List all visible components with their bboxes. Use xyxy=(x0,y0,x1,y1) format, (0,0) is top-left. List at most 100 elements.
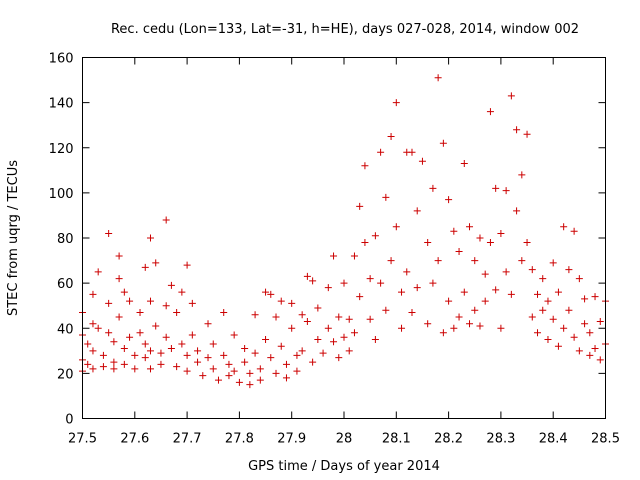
data-point xyxy=(246,381,254,389)
data-point xyxy=(424,320,432,328)
data-point xyxy=(371,232,379,240)
data-point xyxy=(361,239,369,247)
x-tick-label: 27.8 xyxy=(225,432,254,447)
data-point xyxy=(554,342,562,350)
data-point xyxy=(99,351,107,359)
data-point xyxy=(330,252,338,260)
x-tick-label: 27.6 xyxy=(120,432,149,447)
data-point xyxy=(518,171,526,179)
data-point xyxy=(220,351,228,359)
data-point xyxy=(136,329,144,337)
data-point xyxy=(303,272,311,280)
data-point xyxy=(366,315,374,323)
y-tick-label: 120 xyxy=(49,142,74,157)
data-point xyxy=(392,99,400,107)
data-point xyxy=(455,248,463,256)
data-point xyxy=(581,320,589,328)
data-point xyxy=(288,324,296,332)
data-point xyxy=(167,345,175,353)
data-point xyxy=(492,184,500,192)
data-point xyxy=(596,317,604,325)
data-point xyxy=(282,360,290,368)
data-point xyxy=(596,356,604,364)
data-point xyxy=(356,293,364,301)
data-point xyxy=(251,311,259,319)
data-point xyxy=(413,284,421,292)
data-point xyxy=(110,365,118,373)
data-point xyxy=(152,322,160,330)
data-point xyxy=(330,338,338,346)
data-point xyxy=(183,261,191,269)
data-point xyxy=(382,193,390,201)
data-point xyxy=(241,358,249,366)
data-point xyxy=(466,320,474,328)
data-point xyxy=(235,378,243,386)
data-point xyxy=(220,308,228,316)
data-point xyxy=(309,358,317,366)
data-point xyxy=(528,266,536,274)
data-point xyxy=(523,239,531,247)
data-point xyxy=(565,306,573,314)
data-point xyxy=(570,333,578,341)
data-point xyxy=(115,275,123,283)
data-point xyxy=(371,336,379,344)
data-point xyxy=(534,329,542,337)
data-point xyxy=(481,297,489,305)
data-point xyxy=(554,288,562,296)
data-point xyxy=(434,74,442,82)
data-point xyxy=(178,340,186,348)
data-point xyxy=(377,279,385,287)
data-point xyxy=(293,367,301,375)
data-point xyxy=(194,347,202,355)
data-point xyxy=(209,340,217,348)
data-point xyxy=(120,360,128,368)
data-point xyxy=(366,275,374,283)
x-tick-label: 28.1 xyxy=(382,432,411,447)
data-point xyxy=(110,338,118,346)
data-point xyxy=(126,297,134,305)
data-point xyxy=(173,363,181,371)
data-point xyxy=(513,207,521,215)
data-point xyxy=(492,286,500,294)
data-point xyxy=(350,329,358,337)
data-point xyxy=(439,329,447,337)
data-point xyxy=(293,351,301,359)
data-point xyxy=(539,275,547,283)
data-point xyxy=(141,340,149,348)
data-point xyxy=(314,336,322,344)
data-point xyxy=(445,297,453,305)
data-point xyxy=(324,324,332,332)
data-point xyxy=(214,376,222,384)
data-point xyxy=(94,324,102,332)
data-point xyxy=(549,259,557,267)
data-point xyxy=(230,367,238,375)
y-tick-label: 140 xyxy=(49,97,74,112)
data-point xyxy=(570,227,578,235)
data-point xyxy=(392,223,400,231)
data-point xyxy=(194,358,202,366)
data-point xyxy=(335,313,343,321)
data-point xyxy=(534,290,542,298)
data-point xyxy=(84,360,92,368)
data-point xyxy=(476,234,484,242)
data-point xyxy=(183,351,191,359)
data-point xyxy=(361,162,369,170)
data-point xyxy=(335,354,343,362)
data-point xyxy=(272,369,280,377)
data-point xyxy=(126,333,134,341)
data-point xyxy=(377,148,385,156)
data-point xyxy=(345,315,353,323)
data-point xyxy=(398,324,406,332)
data-point xyxy=(418,157,426,165)
data-point xyxy=(314,304,322,312)
y-axis-label: STEC from uqrg / TECUs xyxy=(6,160,21,316)
x-tick-label: 27.9 xyxy=(277,432,306,447)
data-point xyxy=(162,333,170,341)
data-point xyxy=(94,268,102,276)
data-point xyxy=(565,266,573,274)
data-point xyxy=(309,277,317,285)
y-axis-ticks: 0 20 40 60 80 100 120 140 160 xyxy=(49,52,606,428)
data-point xyxy=(408,308,416,316)
data-point xyxy=(560,324,568,332)
data-point xyxy=(136,308,144,316)
